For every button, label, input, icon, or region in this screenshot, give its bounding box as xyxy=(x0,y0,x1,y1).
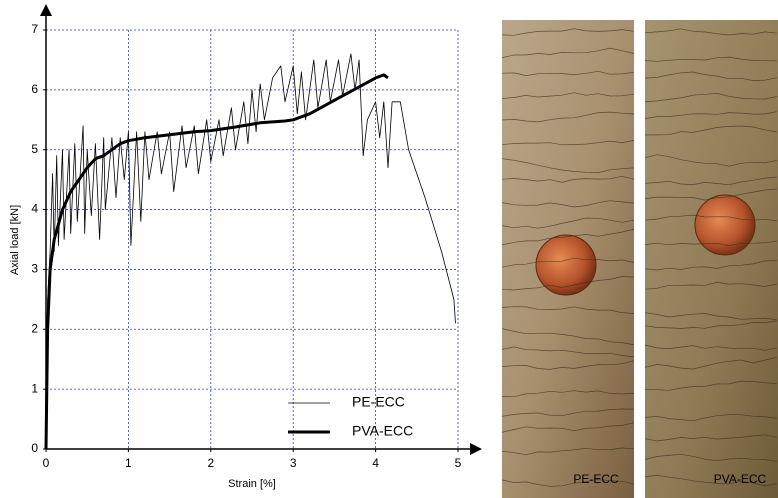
crack xyxy=(501,328,635,345)
x-axis-arrow xyxy=(470,443,482,455)
crack xyxy=(501,257,635,268)
crack xyxy=(644,356,778,370)
y-tick-label: 0 xyxy=(31,441,38,455)
y-tick-label: 5 xyxy=(31,142,38,156)
y-tick-label: 4 xyxy=(31,202,38,216)
crack xyxy=(644,154,778,167)
crack xyxy=(644,176,778,186)
crack xyxy=(501,422,635,433)
x-axis-label: Strain [%] xyxy=(228,478,276,490)
crack xyxy=(501,92,635,99)
crack xyxy=(644,214,778,222)
crack xyxy=(501,175,635,183)
crack xyxy=(501,360,635,370)
crack xyxy=(644,344,778,351)
crack xyxy=(501,47,635,58)
y-tick-label: 7 xyxy=(31,22,38,36)
y-axis-arrow xyxy=(40,4,52,16)
series-line xyxy=(45,53,456,450)
crack xyxy=(644,240,778,246)
y-tick-label: 6 xyxy=(31,82,38,96)
crack xyxy=(501,158,635,173)
crack xyxy=(501,479,635,487)
x-tick-label: 2 xyxy=(207,456,214,470)
crack xyxy=(644,453,778,462)
crack xyxy=(644,93,778,103)
photo-pva xyxy=(645,20,778,498)
crack xyxy=(501,447,635,456)
crack xyxy=(644,71,778,81)
coin xyxy=(694,194,756,256)
photo-label: PVA-ECC xyxy=(714,472,767,486)
crack xyxy=(644,475,778,487)
crack xyxy=(501,228,635,246)
crack xyxy=(501,28,635,36)
crack xyxy=(501,200,635,208)
legend-label: PE-ECC xyxy=(352,394,405,410)
y-tick-label: 1 xyxy=(31,381,38,395)
x-tick-label: 4 xyxy=(372,456,379,470)
crack xyxy=(644,56,778,62)
crack xyxy=(501,346,635,358)
crack xyxy=(644,125,778,136)
cracks xyxy=(501,28,778,487)
x-tick-label: 5 xyxy=(455,456,462,470)
crack xyxy=(501,276,635,291)
x-tick-label: 1 xyxy=(125,456,132,470)
crack xyxy=(644,434,778,442)
crack xyxy=(644,414,778,422)
crack xyxy=(501,140,635,146)
crack xyxy=(501,70,635,76)
crack xyxy=(644,312,778,321)
legend-label: PVA-ECC xyxy=(352,423,413,439)
crack xyxy=(644,380,778,391)
crack xyxy=(501,111,635,123)
photos: PE-ECC PVA-ECC xyxy=(501,20,778,498)
y-tick-label: 2 xyxy=(31,321,38,335)
crack xyxy=(644,260,778,271)
crack xyxy=(501,306,635,314)
coin xyxy=(535,234,597,296)
crack xyxy=(644,282,778,290)
y-tick-label: 3 xyxy=(31,262,38,276)
y-axis-label: Axial load [kN] xyxy=(9,205,21,275)
photo-label: PE-ECC xyxy=(573,472,619,486)
series-line xyxy=(44,73,389,450)
crack xyxy=(644,28,778,36)
crack xyxy=(644,111,778,119)
crack xyxy=(501,408,635,417)
crack xyxy=(501,390,635,398)
x-tick-label: 0 xyxy=(43,456,50,470)
crack xyxy=(644,320,778,329)
crack xyxy=(644,188,778,201)
crack xyxy=(501,217,635,229)
x-tick-label: 3 xyxy=(290,456,297,470)
